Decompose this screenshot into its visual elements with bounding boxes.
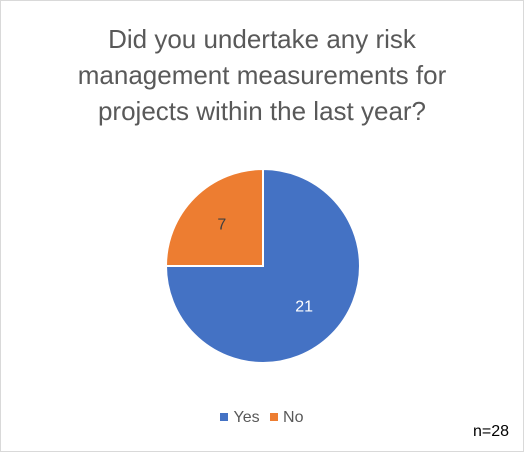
pie-slice-yes — [164, 167, 361, 364]
legend-item-yes: Yes — [220, 409, 260, 427]
data-label-yes: 21 — [295, 299, 313, 316]
legend-swatch-yes — [220, 413, 229, 421]
data-label-no: 7 — [217, 216, 226, 233]
legend-label-yes: Yes — [233, 409, 260, 426]
pie-slice-no — [164, 167, 264, 267]
legend: Yes No — [1, 409, 523, 427]
chart-title-line-3: projects within the last year? — [97, 96, 427, 126]
pie-chart: 21 7 — [164, 167, 361, 364]
legend-swatch-no — [270, 413, 279, 421]
legend-label-no: No — [283, 409, 304, 426]
sample-size-note: n=28 — [472, 423, 509, 440]
chart-title-line-1: Did you undertake any risk — [108, 24, 416, 54]
chart-title-line-2: management measurements for — [77, 60, 447, 90]
chart-title: Did you undertake any risk management me… — [21, 21, 503, 129]
legend-item-no: No — [270, 409, 304, 427]
